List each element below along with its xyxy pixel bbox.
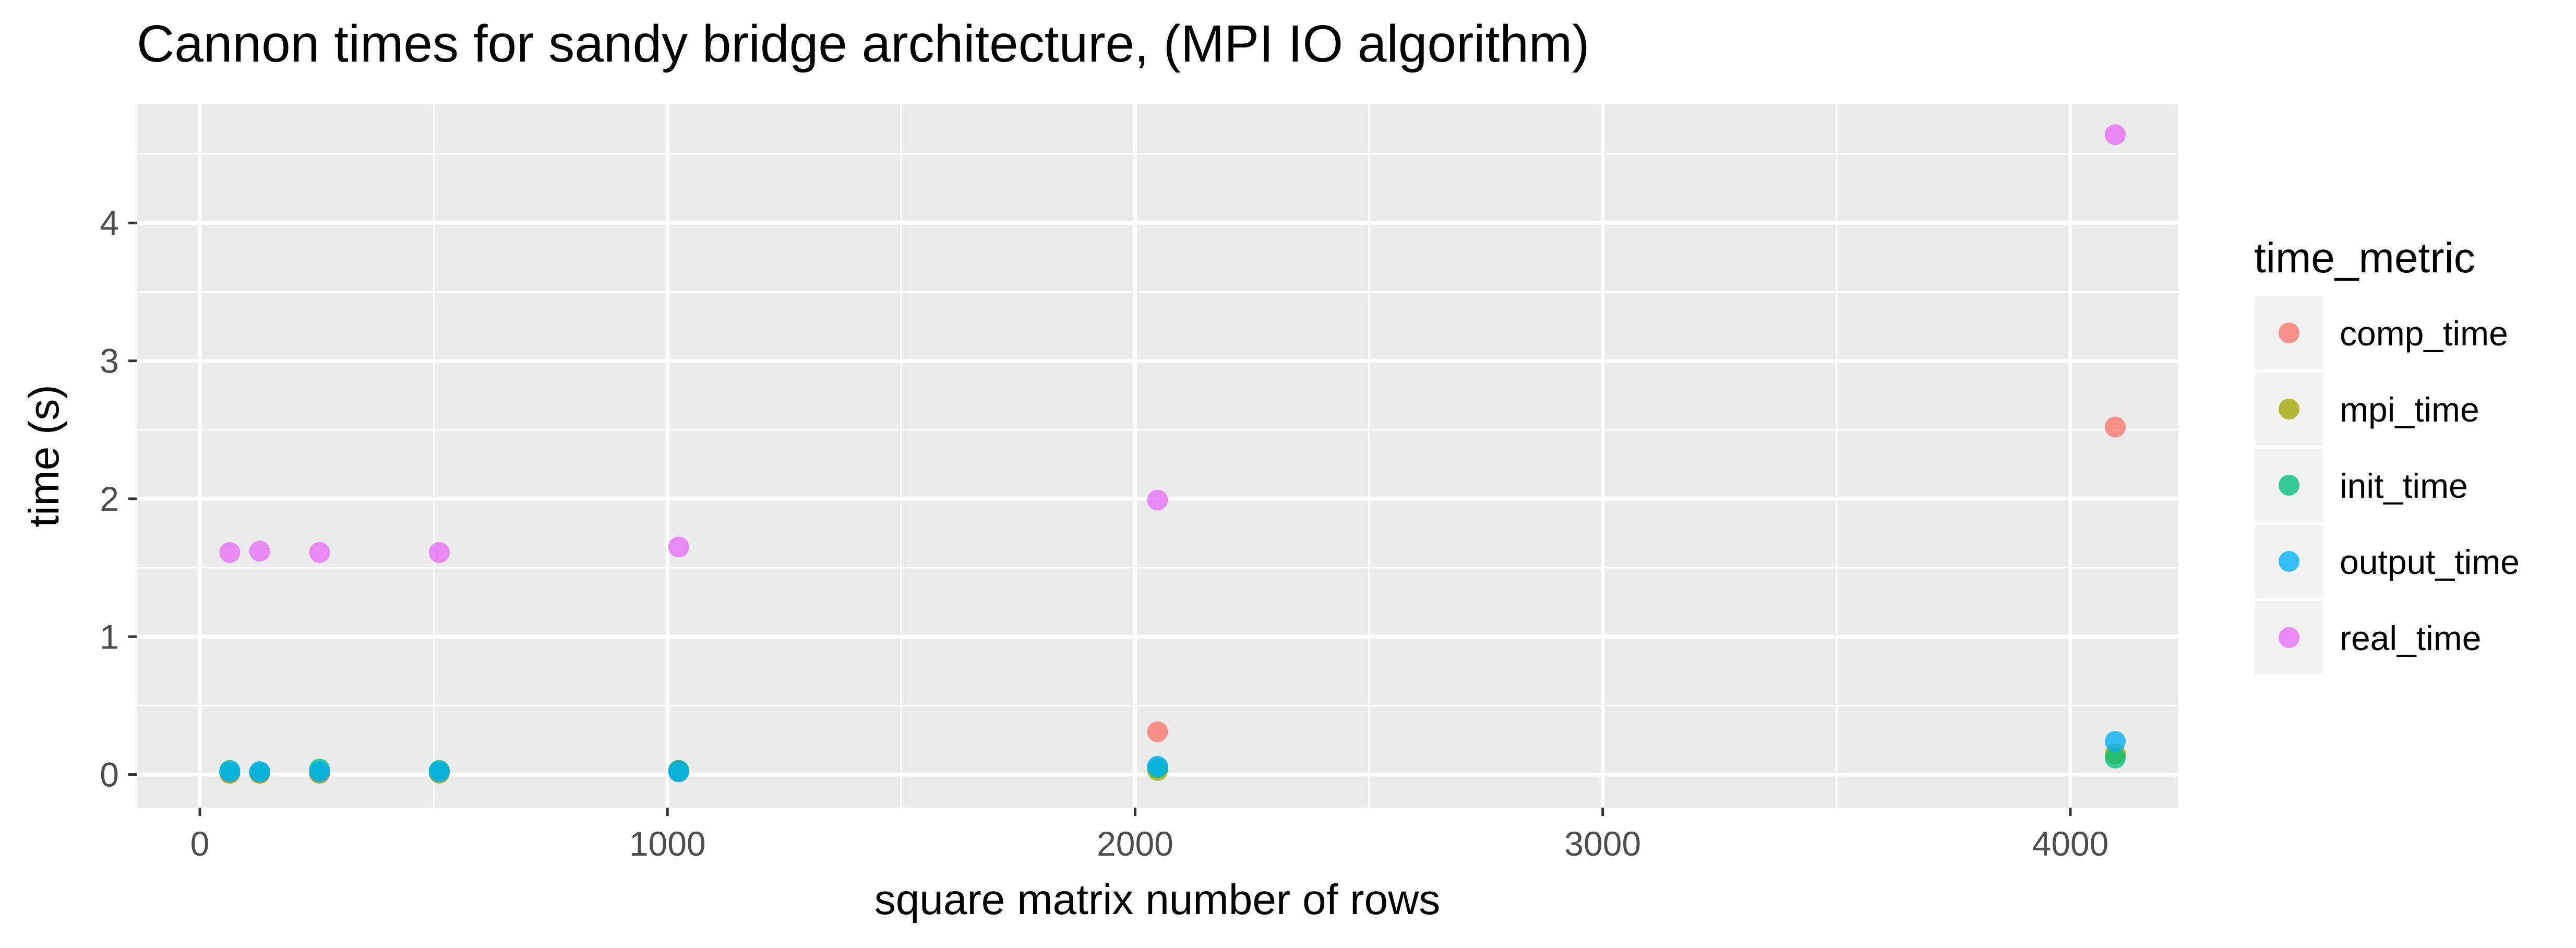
data-point-real-time: [249, 541, 270, 562]
data-point-output-time: [668, 761, 689, 783]
data-point-output-time: [249, 761, 270, 783]
data-point-real-time: [668, 536, 689, 558]
data-point-output-time: [219, 761, 241, 783]
legend-swatch-comp-time: [2279, 322, 2299, 343]
y-tick-label: 1: [100, 617, 119, 656]
data-point-comp-time: [1147, 721, 1168, 742]
y-tick-label: 3: [100, 342, 119, 380]
data-point-comp-time: [2105, 416, 2126, 438]
legend-label-comp-time: comp_time: [2340, 314, 2508, 353]
data-point-output-time: [2105, 731, 2126, 752]
legend-swatch-output-time: [2279, 551, 2299, 572]
data-point-real-time: [219, 542, 241, 563]
x-axis-label: square matrix number of rows: [874, 876, 1441, 923]
data-points: [219, 124, 2126, 784]
data-point-real-time: [1147, 489, 1168, 511]
data-point-output-time: [1147, 755, 1168, 777]
x-tick-label: 0: [190, 824, 210, 863]
x-tick-label: 4000: [2032, 824, 2109, 863]
legend-label-init-time: init_time: [2340, 466, 2468, 505]
legend-swatch-mpi-time: [2279, 399, 2299, 419]
y-axis-label: time (s): [20, 385, 68, 527]
x-tick-label: 2000: [1097, 824, 1173, 863]
data-point-real-time: [2105, 124, 2126, 146]
y-tick-label: 2: [100, 479, 119, 518]
data-point-init-time: [2105, 747, 2126, 769]
y-tick-label: 4: [100, 203, 119, 242]
chart-title: Cannon times for sandy bridge architectu…: [137, 15, 1589, 73]
x-tick-label: 1000: [629, 824, 706, 863]
legend-label-real-time: real_time: [2340, 619, 2481, 657]
data-point-output-time: [309, 761, 330, 783]
data-point-real-time: [428, 542, 450, 563]
legend-title: time_metric: [2254, 234, 2475, 282]
data-point-output-time: [428, 761, 450, 783]
legend-label-mpi-time: mpi_time: [2340, 390, 2479, 429]
legend-swatch-init-time: [2279, 475, 2299, 496]
x-tick-label: 3000: [1564, 824, 1641, 863]
y-tick-label: 0: [100, 755, 119, 794]
legend: time_metric comp_time mpi_time init_timeou…: [2254, 234, 2520, 674]
data-point-real-time: [309, 542, 330, 563]
axis-ticks: 0 1000 2000 3000 4000 0 1 2 3 4: [100, 203, 2108, 863]
legend-label-output-time: output_time: [2340, 543, 2520, 581]
plot-panel: [137, 104, 2178, 808]
legend-swatch-real-time: [2279, 627, 2299, 648]
